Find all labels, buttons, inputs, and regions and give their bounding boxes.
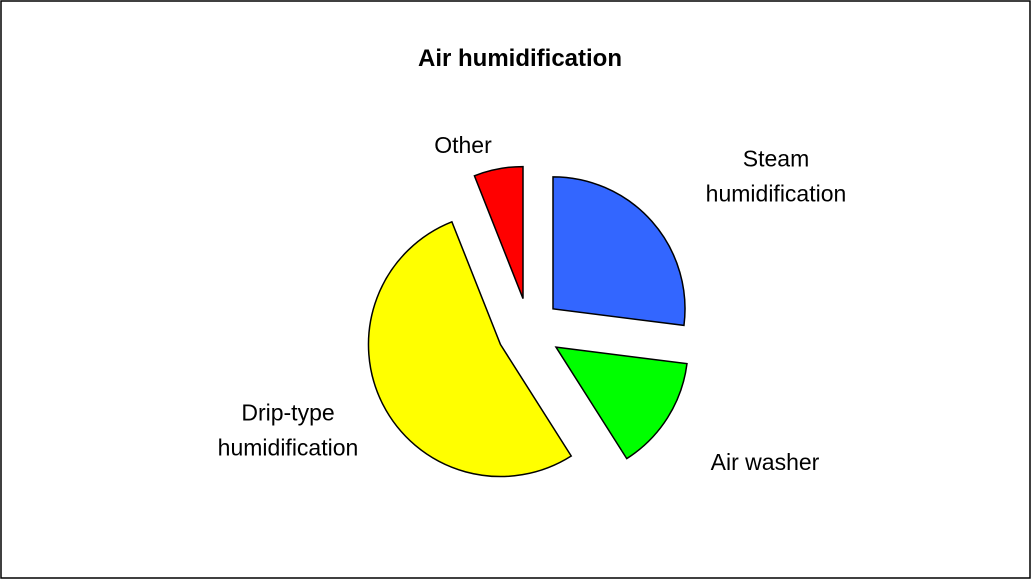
- slice-label: Drip-type humidification: [218, 400, 359, 461]
- pie-slice: [552, 176, 686, 327]
- slice-label: Steam humidification: [706, 146, 847, 207]
- slice-label: Air washer: [711, 449, 820, 475]
- pie-slice: [473, 165, 524, 299]
- chart-title: Air humidification: [418, 45, 622, 72]
- slice-label: Other: [434, 132, 492, 158]
- pie-slice: [554, 346, 688, 460]
- pie-slice: [367, 220, 573, 478]
